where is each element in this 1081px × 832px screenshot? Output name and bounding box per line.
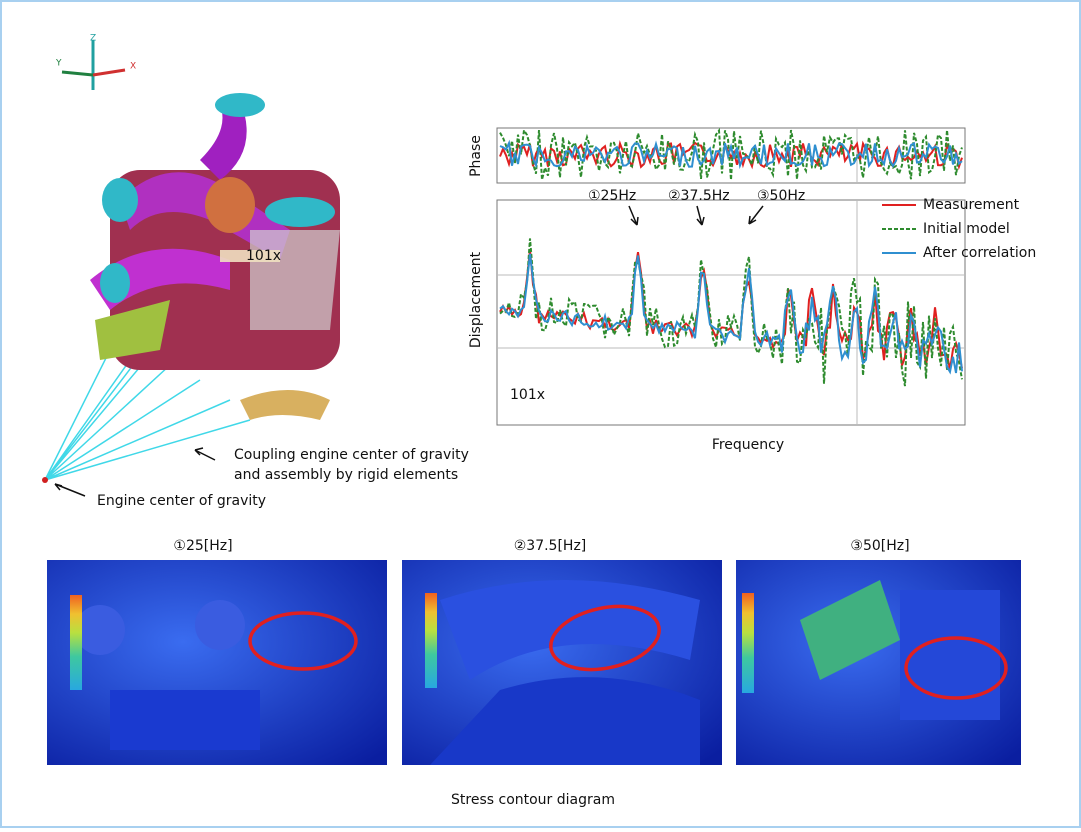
stress-panel (736, 560, 1021, 765)
legend-label: Initial model (923, 221, 1010, 237)
panel-title: ③50[Hz] (850, 538, 909, 554)
magnification: 101x (510, 387, 545, 403)
stress-panel (47, 560, 387, 765)
x-axis-label: Frequency (712, 437, 784, 453)
frf-chart (497, 128, 965, 425)
axis-label: Z (90, 34, 96, 44)
magnification: 101x (246, 248, 281, 264)
peak-label: ③50Hz (757, 188, 805, 204)
y-axis-label: Phase (468, 135, 484, 177)
annotation: Engine center of gravity (97, 493, 266, 509)
legend-label: After correlation (923, 245, 1036, 261)
y-axis-label: Displacement (468, 251, 484, 348)
panel-title: ①25[Hz] (173, 538, 232, 554)
panel-title: ②37.5[Hz] (514, 538, 587, 554)
engine-model (42, 40, 340, 496)
annotation: and assembly by rigid elements (234, 467, 458, 483)
axis-label: X (130, 62, 136, 72)
axis-label: Y (55, 59, 62, 69)
caption: Stress contour diagram (451, 792, 615, 808)
peak-label: ②37.5Hz (668, 188, 730, 204)
stress-panel (402, 560, 722, 765)
figure: Z X Y 101x Coupling engine center of gra… (0, 0, 1081, 828)
legend-label: Measurement (923, 197, 1020, 213)
peak-label: ①25Hz (588, 188, 636, 204)
annotation: Coupling engine center of gravity (234, 447, 469, 463)
